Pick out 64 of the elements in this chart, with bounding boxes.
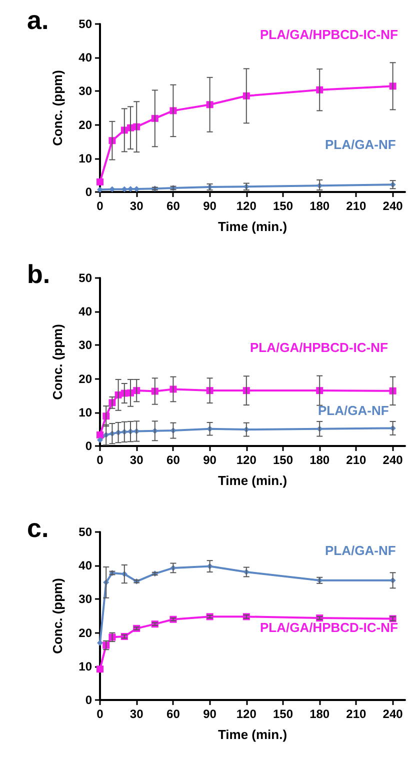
text: PLA/GA/HPBCD-IC-NF [250, 340, 388, 355]
x-tick-label: 30 [130, 199, 144, 213]
point [96, 431, 104, 438]
y-tick-label: 0 [85, 439, 92, 453]
series-label: PLA/GA-NF [318, 403, 389, 418]
x-tick-label: 180 [310, 707, 330, 721]
x-tick-label: 60 [166, 199, 180, 213]
x-tick-label: 180 [310, 453, 330, 467]
point [97, 436, 103, 443]
x-tick-label: 90 [203, 707, 217, 721]
x-tick-label: 60 [166, 453, 180, 467]
x-tick-label: 30 [130, 707, 144, 721]
x-tick-label: 0 [96, 453, 104, 467]
x-tick-label: 120 [236, 707, 257, 721]
x-tick-label: 0 [96, 707, 104, 721]
y-axis-title: Conc. (ppm) [50, 578, 65, 654]
x-tick-label: 90 [203, 453, 217, 467]
x-tick-label: 150 [272, 707, 294, 721]
y-tick-label: 50 [78, 525, 92, 539]
y-tick-label: 50 [78, 271, 92, 285]
x-tick-label: 90 [203, 199, 217, 213]
y-tick-label: 0 [85, 185, 92, 199]
x-tick-label: 30 [130, 453, 144, 467]
x-tick-label: 150 [272, 453, 294, 467]
x-tick-label: 60 [166, 707, 180, 721]
y-tick-label: 20 [78, 372, 92, 386]
x-tick-label: 240 [382, 707, 404, 721]
text: PLA/GA/HPBCD-IC-NF [260, 27, 398, 42]
text: PLA/GA-NF [325, 137, 396, 152]
y-tick-label: 20 [78, 626, 92, 640]
y-tick-label: 0 [85, 693, 92, 707]
series-label: PLA/GA-NF [325, 543, 396, 558]
x-tick-label: 210 [346, 707, 367, 721]
y-tick-label: 10 [78, 659, 92, 674]
x-tick-label: 180 [310, 199, 330, 213]
x-axis-title: Time (min.) [218, 473, 288, 488]
x-tick-label: 120 [236, 453, 257, 467]
y-tick-label: 40 [78, 304, 92, 319]
y-tick-label: 10 [78, 151, 92, 166]
y-tick-label: 30 [78, 338, 92, 352]
y-tick-label: 30 [78, 592, 92, 606]
y-tick-label: 40 [78, 50, 92, 65]
y-tick-label: 30 [78, 84, 92, 98]
x-tick-label: 120 [236, 199, 257, 213]
chart-title: b. [27, 259, 50, 289]
point [96, 666, 104, 673]
x-axis-title: Time (min.) [218, 219, 288, 234]
point [96, 178, 104, 186]
y-axis-title: Conc. (ppm) [50, 70, 65, 146]
x-tick-label: 240 [382, 453, 404, 467]
y-tick-label: 50 [78, 17, 92, 31]
x-tick-label: 0 [96, 199, 104, 213]
chart-title: c. [27, 513, 49, 543]
y-tick-label: 40 [78, 558, 92, 573]
x-tick-label: 210 [346, 453, 367, 467]
chart-title: a. [27, 5, 49, 35]
x-axis-title: Time (min.) [218, 727, 288, 742]
x-tick-label: 150 [272, 199, 294, 213]
x-tick-label: 240 [382, 199, 404, 213]
y-tick-label: 20 [78, 118, 92, 132]
series-label: PLA/GA/HPBCD-IC-NF [260, 620, 398, 635]
y-axis-title: Conc. (ppm) [50, 324, 65, 400]
y-tick-label: 10 [78, 405, 92, 420]
x-tick-label: 210 [346, 199, 367, 213]
